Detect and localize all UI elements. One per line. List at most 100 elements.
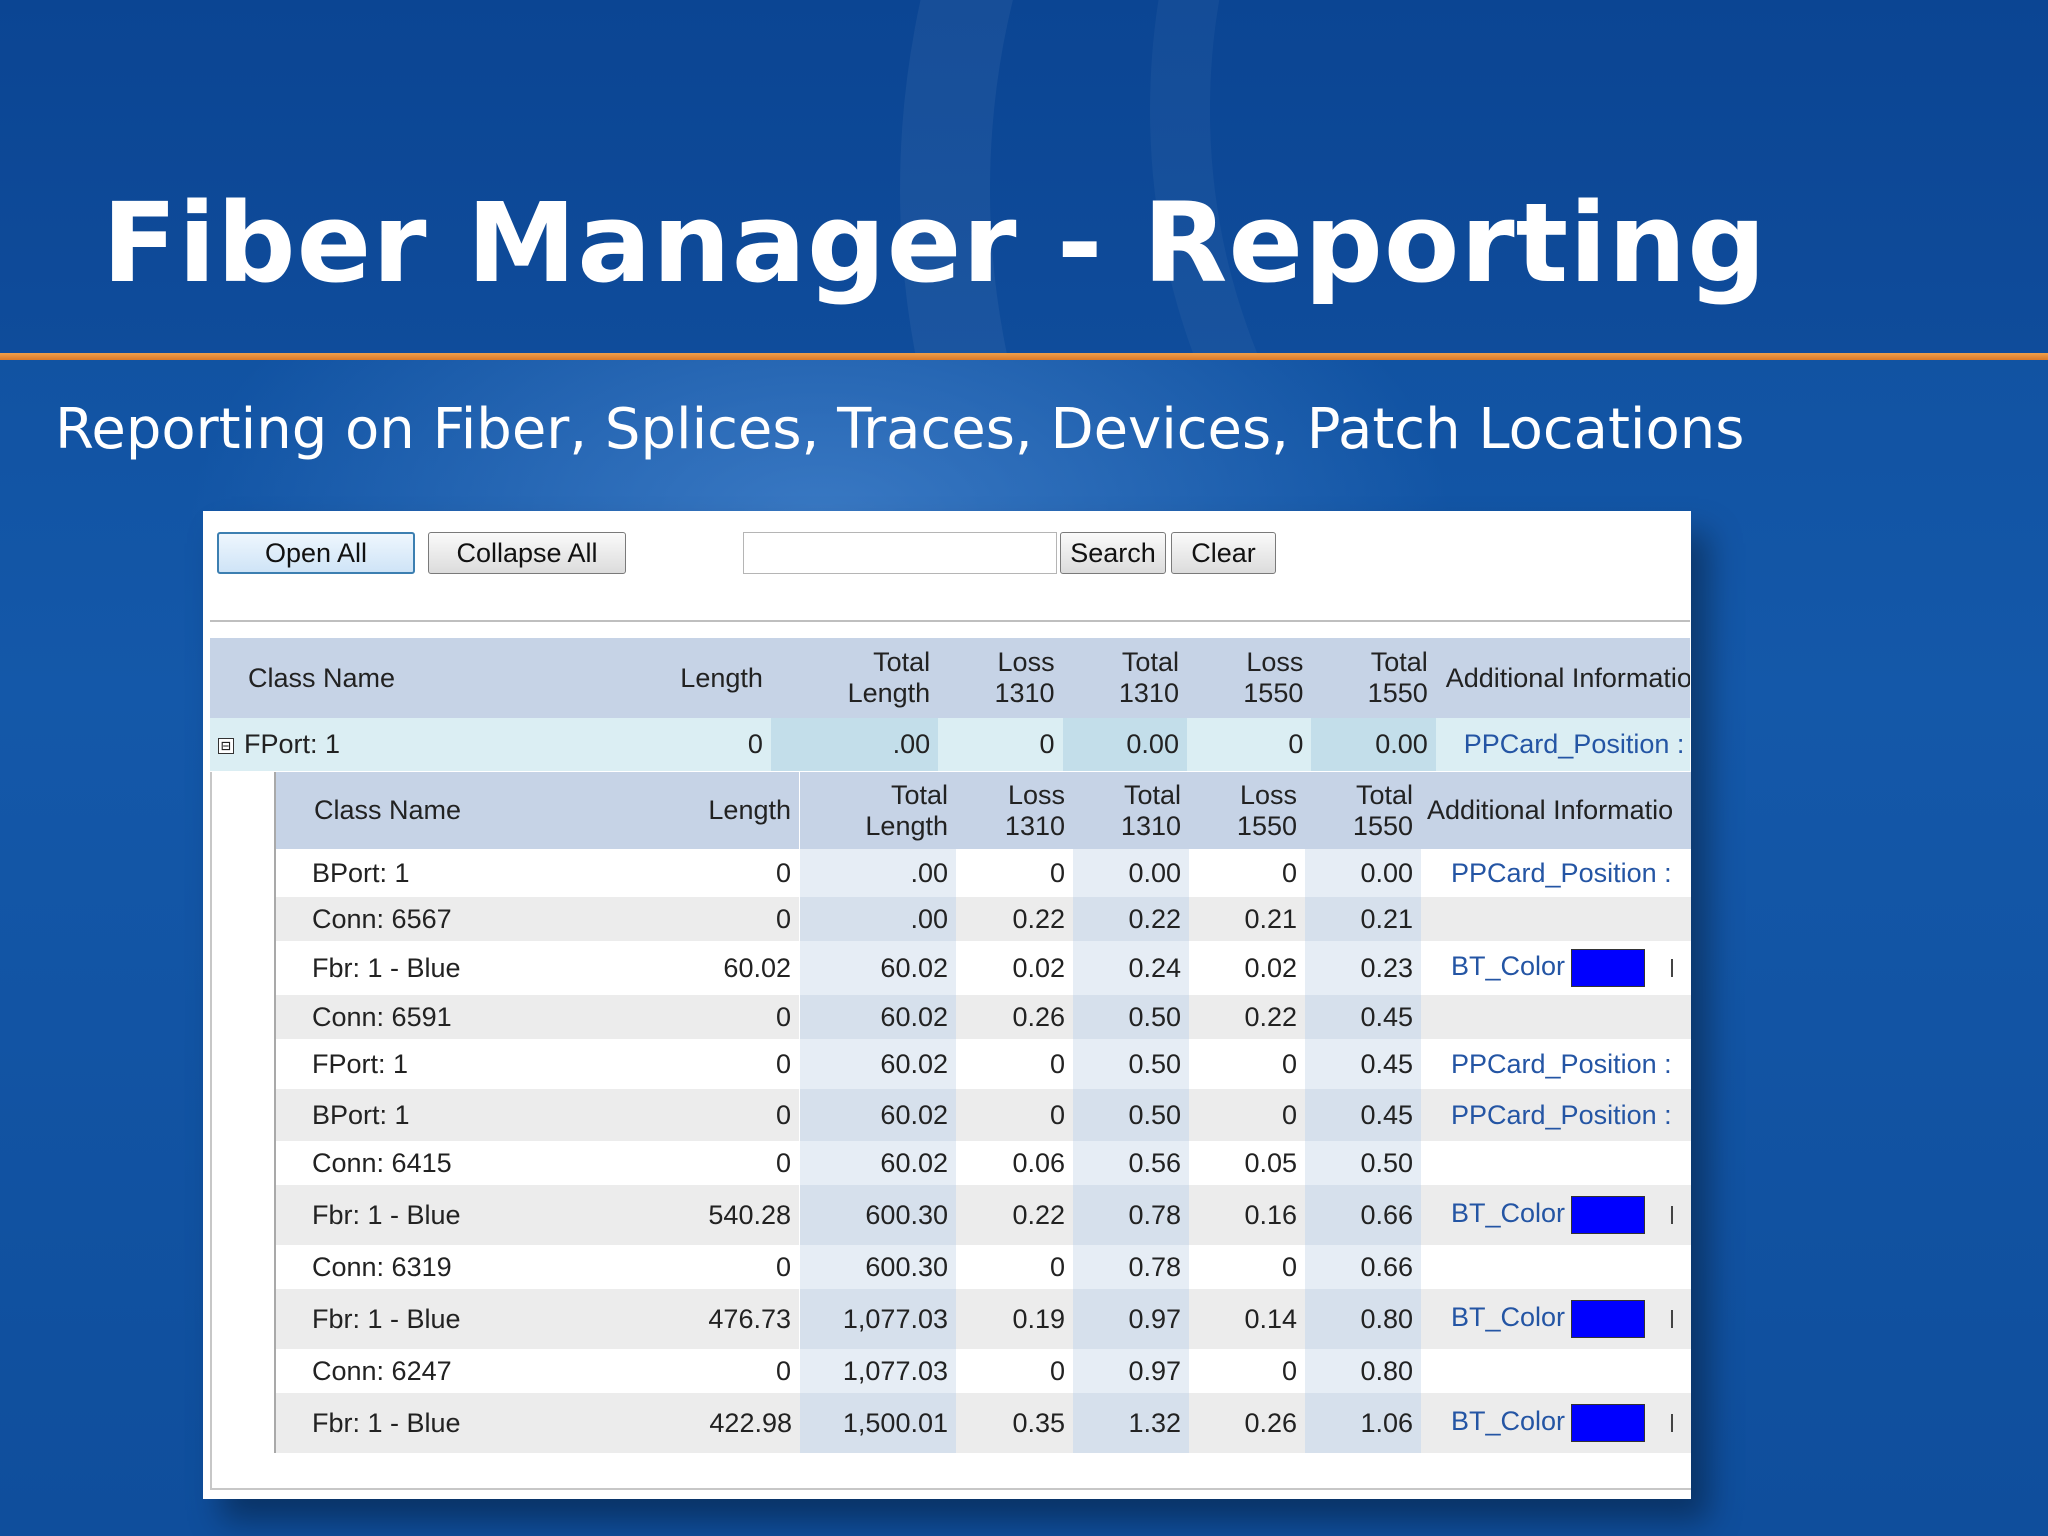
cell-total-1550: 0.80: [1305, 1289, 1421, 1349]
cell-length: 0: [686, 1141, 800, 1185]
col-header-total-1310[interactable]: Total 1310: [1062, 638, 1187, 718]
additional-info-label: BT_Color: [1451, 1302, 1566, 1333]
cell-additional-info: BT_Color: [1421, 1185, 1691, 1245]
child-rows-body: BPort: 1 0.00 0 0.00 0 0.00 PPCard_Position :C…: [275, 849, 1691, 1453]
collapse-all-button[interactable]: Collapse All: [428, 532, 626, 574]
cell-length: 0: [686, 897, 800, 941]
open-all-button[interactable]: Open All: [217, 532, 415, 574]
cell-total-length: .00: [800, 849, 956, 897]
cell-loss-1310: 0.26: [956, 995, 1073, 1039]
search-button[interactable]: Search: [1060, 532, 1166, 574]
col-header-total-1550[interactable]: Total 1550: [1311, 638, 1436, 718]
cell-length: 0: [686, 1039, 800, 1089]
col-header-loss-1550[interactable]: Loss 1550: [1186, 638, 1312, 718]
child-table-row[interactable]: Fbr: 1 - Blue 60.02 60.02 0.02 0.24 0.02 0.23 B…: [275, 941, 1691, 995]
col-header-length[interactable]: Length: [649, 638, 771, 718]
cell-total-1550: 0.45: [1305, 995, 1421, 1039]
cell-additional-info: [1421, 897, 1691, 941]
cell-loss-1310: 0: [956, 1245, 1073, 1289]
cell-length: 476.73: [686, 1289, 800, 1349]
cell-loss-1310: 0.35: [956, 1393, 1073, 1453]
cell-loss-1310: 0: [956, 1039, 1073, 1089]
cut-off-text-mark: [1671, 1310, 1674, 1328]
child-table-row[interactable]: BPort: 1 0.00 0 0.00 0 0.00 PPCard_Position :: [275, 849, 1691, 897]
toolbar-divider: [210, 620, 1690, 622]
child-table-row[interactable]: Conn: 6567 0.00 0.22 0.22 0.21 0.21: [275, 897, 1691, 941]
slide-subtitle: Reporting on Fiber, Splices, Traces, Dev…: [55, 397, 1745, 462]
cell-loss-1310: 0.22: [956, 1185, 1073, 1245]
cell-total-length: 60.02: [800, 1089, 956, 1141]
col-header-loss-1310[interactable]: Loss 1310: [938, 638, 1063, 718]
slide-title: Fiber Manager - Reporting: [102, 179, 1768, 307]
additional-info-label: BT_Color: [1451, 951, 1566, 982]
cell-total-length: 1,077.03: [800, 1289, 956, 1349]
child-table-row[interactable]: Fbr: 1 - Blue 476.73 1,077.03 0.19 0.97 0.14 0…: [275, 1289, 1691, 1349]
cell-additional-info: BT_Color: [1421, 1393, 1691, 1453]
collapse-toggle-icon[interactable]: ⊟: [218, 737, 234, 754]
child-table-row[interactable]: BPort: 1 0 60.02 0 0.50 0 0.45 PPCard_Position …: [275, 1089, 1691, 1141]
clear-button[interactable]: Clear: [1171, 532, 1276, 574]
cell-total-1310: 0.97: [1073, 1289, 1189, 1349]
child-table-row[interactable]: Conn: 6319 0 600.30 0 0.78 0 0.66: [275, 1245, 1691, 1289]
child-col-header-total-1310[interactable]: Total 1310: [1073, 772, 1189, 849]
col-header-class-name[interactable]: Class Name: [210, 638, 650, 718]
cut-off-text-mark: [1671, 959, 1674, 977]
cell-name: FPort: 1: [275, 1039, 686, 1089]
parent-total-1550: 0.00: [1311, 718, 1436, 771]
cell-additional-info: [1421, 995, 1691, 1039]
report-toolbar: Open All Collapse All Search Clear: [203, 511, 1691, 622]
parent-row-fport[interactable]: ⊟ FPort: 1 0 .00 0 0.00 0 0.00 PPCard_Pos…: [210, 718, 1690, 771]
cell-total-length: 60.02: [800, 1141, 956, 1185]
fiber-report-panel: Open All Collapse All Search Clear Class…: [203, 511, 1691, 1499]
cell-name: Fbr: 1 - Blue: [275, 1393, 686, 1453]
child-col-header-total-1550[interactable]: Total 1550: [1305, 772, 1421, 849]
cell-additional-info: PPCard_Position :: [1421, 849, 1691, 897]
search-input[interactable]: [743, 532, 1057, 574]
child-col-header-loss-1310[interactable]: Loss 1310: [956, 772, 1073, 849]
cut-off-text-mark: [1671, 1414, 1674, 1432]
cell-name: Conn: 6567: [275, 897, 686, 941]
parent-total-1310: 0.00: [1062, 718, 1187, 771]
cell-total-length: 60.02: [800, 941, 956, 995]
parent-class-name-cell: ⊟ FPort: 1: [210, 718, 650, 771]
child-table-row[interactable]: FPort: 1 0 60.02 0 0.50 0 0.45 PPCard_Position …: [275, 1039, 1691, 1089]
child-table-row[interactable]: Conn: 6247 0 1,077.03 0 0.97 0 0.80: [275, 1349, 1691, 1393]
child-col-header-additional-info[interactable]: Additional Informatio: [1421, 772, 1691, 849]
cell-total-1310: 0.50: [1073, 1039, 1189, 1089]
child-table-row[interactable]: Fbr: 1 - Blue 422.98 1,500.01 0.35 1.32 0.26 1…: [275, 1393, 1691, 1453]
child-table-row[interactable]: Conn: 6415 0 60.02 0.06 0.56 0.05 0.50: [275, 1141, 1691, 1185]
cell-loss-1310: 0.19: [956, 1289, 1073, 1349]
col-header-total-length[interactable]: Total Length: [770, 638, 939, 718]
child-col-header-loss-1550[interactable]: Loss 1550: [1189, 772, 1305, 849]
child-col-header-length[interactable]: Length: [686, 772, 800, 849]
additional-info-label: PPCard_Position :: [1451, 1099, 1672, 1130]
cell-total-1310: 1.32: [1073, 1393, 1189, 1453]
trace-report-table: Class Name Length Total Length Loss 1310 T…: [210, 638, 1690, 771]
child-table-row[interactable]: Conn: 6591 0 60.02 0.26 0.50 0.22 0.45: [275, 995, 1691, 1039]
cell-name: BPort: 1: [275, 1089, 686, 1141]
cell-length: 0: [686, 849, 800, 897]
cell-length: 0: [686, 1089, 800, 1141]
cell-total-length: 1,500.01: [800, 1393, 956, 1453]
cell-length: 60.02: [686, 941, 800, 995]
child-col-header-class-name[interactable]: Class Name: [275, 772, 686, 849]
cell-loss-1550: 0.02: [1189, 941, 1305, 995]
col-header-additional-info[interactable]: Additional Information: [1435, 638, 1690, 718]
child-table-row[interactable]: Fbr: 1 - Blue 540.28 600.30 0.22 0.78 0.16 0.6…: [275, 1185, 1691, 1245]
cell-total-1550: 1.06: [1305, 1393, 1421, 1453]
cell-total-1310: 0.00: [1073, 849, 1189, 897]
cell-name: Fbr: 1 - Blue: [275, 1185, 686, 1245]
child-col-header-total-length[interactable]: Total Length: [800, 772, 956, 849]
header-band: [0, 0, 2048, 356]
cell-additional-info: BT_Color: [1421, 941, 1691, 995]
cell-total-1550: 0.66: [1305, 1245, 1421, 1289]
cell-name: Conn: 6319: [275, 1245, 686, 1289]
cell-total-length: 60.02: [800, 1039, 956, 1089]
cell-length: 422.98: [686, 1393, 800, 1453]
cell-total-1550: 0.45: [1305, 1039, 1421, 1089]
parent-length: 0: [649, 718, 771, 771]
cell-loss-1550: 0: [1189, 1089, 1305, 1141]
cell-total-1310: 0.78: [1073, 1185, 1189, 1245]
cell-name: Fbr: 1 - Blue: [275, 941, 686, 995]
cell-total-1550: 0.80: [1305, 1349, 1421, 1393]
